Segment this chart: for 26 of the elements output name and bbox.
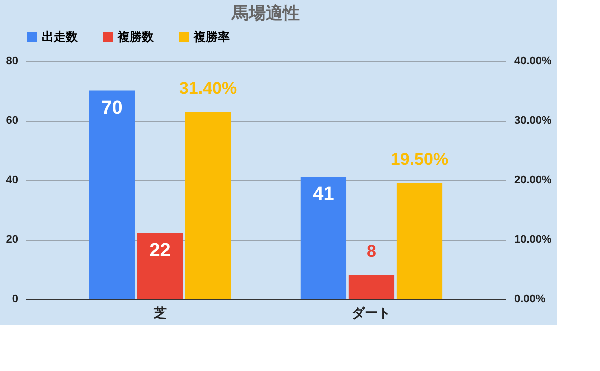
data-label: 70 xyxy=(102,98,123,119)
bar xyxy=(137,234,184,299)
bar xyxy=(300,177,347,299)
y2-tick-label: 20.00% xyxy=(514,174,552,186)
data-label: 22 xyxy=(150,240,171,262)
data-label: 31.40% xyxy=(179,79,238,98)
data-label: 19.50% xyxy=(390,150,449,169)
legend-label: 複勝率 xyxy=(193,30,230,44)
y-tick-label: 60 xyxy=(6,115,18,127)
data-label: 8 xyxy=(366,242,376,262)
x-tick-label: ダート xyxy=(352,306,392,320)
y2-tick-label: 0.00% xyxy=(514,294,546,306)
legend-label: 複勝数 xyxy=(117,30,155,44)
y2-tick-label: 30.00% xyxy=(514,115,552,127)
bar xyxy=(89,90,136,299)
x-tick-label: 芝 xyxy=(152,306,167,320)
y-tick-label: 80 xyxy=(6,56,18,68)
bar xyxy=(348,275,395,299)
data-label: 41 xyxy=(313,184,335,206)
y-tick-label: 20 xyxy=(6,234,18,246)
y2-tick-label: 40.00% xyxy=(514,56,552,68)
chart-title: 馬場適性 xyxy=(231,4,300,23)
y-tick-label: 40 xyxy=(6,174,18,186)
legend-label: 出走数 xyxy=(42,30,79,44)
y-tick-label: 0 xyxy=(12,294,18,306)
y2-tick-label: 10.00% xyxy=(514,234,552,246)
